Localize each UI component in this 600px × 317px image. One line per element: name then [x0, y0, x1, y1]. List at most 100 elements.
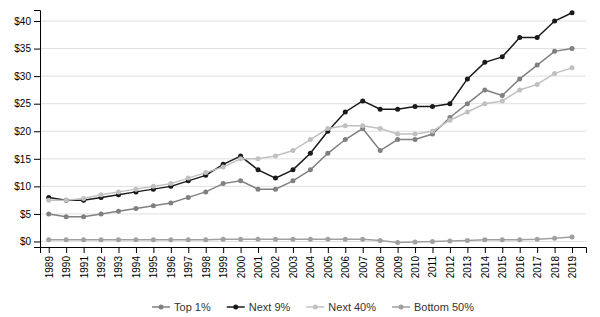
point	[81, 196, 86, 201]
tick: $20	[14, 126, 40, 137]
tick-label: $20	[14, 126, 31, 137]
tick-label: 2007	[358, 256, 369, 279]
point	[395, 107, 400, 112]
tick-mark	[34, 214, 40, 215]
tick: 2016	[515, 247, 526, 278]
tick: $40	[14, 16, 40, 27]
tick: 2003	[288, 247, 299, 278]
tick-label: 2010	[410, 256, 421, 279]
tick: $10	[14, 181, 40, 192]
point	[151, 203, 156, 208]
point	[99, 237, 104, 242]
series	[46, 65, 574, 202]
legend: Top 1%Next 9%Next 40%Bottom 50%	[152, 301, 474, 313]
point	[447, 118, 452, 123]
tick-mark	[293, 247, 294, 253]
tick: $30	[14, 71, 40, 82]
series	[46, 235, 574, 246]
point	[552, 19, 557, 24]
point	[308, 137, 313, 142]
point	[552, 236, 557, 241]
tick-mark	[537, 247, 538, 253]
tick-label: 2002	[270, 256, 281, 279]
tick-mark	[572, 247, 573, 253]
point	[273, 187, 278, 192]
point	[343, 109, 348, 114]
tick-mark	[34, 241, 40, 242]
point	[465, 109, 470, 114]
point	[413, 240, 418, 245]
tick-mark	[153, 247, 154, 253]
point	[203, 237, 208, 242]
point	[308, 167, 313, 172]
grid-line	[40, 158, 586, 159]
point	[273, 154, 278, 159]
tick-label: $0	[20, 236, 32, 247]
point	[46, 237, 51, 242]
point	[570, 46, 575, 51]
tick: 1995	[148, 247, 159, 278]
point	[221, 181, 226, 186]
line	[49, 68, 572, 200]
tick: 1999	[218, 247, 229, 278]
tick-mark	[398, 247, 399, 253]
tick: 2007	[358, 247, 369, 278]
tick-label: 1995	[148, 256, 159, 279]
tick-label: $35	[14, 43, 31, 54]
point	[535, 35, 540, 40]
tick-mark	[275, 247, 276, 253]
tick-label: 2008	[375, 256, 386, 279]
tick-mark	[171, 247, 172, 253]
tick-label: $25	[14, 98, 31, 109]
point	[308, 151, 313, 156]
point	[325, 151, 330, 156]
point	[482, 60, 487, 65]
point	[151, 184, 156, 189]
point	[360, 123, 365, 128]
tick-mark	[502, 247, 503, 253]
tick-label: 1996	[166, 256, 177, 279]
tick: 1989	[44, 247, 55, 278]
point	[465, 238, 470, 243]
tick: 1998	[201, 247, 212, 278]
point	[256, 156, 261, 161]
point	[64, 198, 69, 203]
point	[378, 107, 383, 112]
point	[116, 189, 121, 194]
tick-mark	[34, 49, 40, 50]
point	[378, 148, 383, 153]
tick: 2001	[253, 247, 264, 278]
tick-mark	[485, 247, 486, 253]
point	[273, 176, 278, 181]
point	[290, 167, 295, 172]
point	[116, 237, 121, 242]
tick-mark	[101, 247, 102, 253]
point	[343, 237, 348, 242]
tick: $15	[14, 154, 40, 165]
tick-mark	[34, 21, 40, 22]
point	[203, 189, 208, 194]
point	[570, 235, 575, 240]
tick: $35	[14, 43, 40, 54]
point	[186, 195, 191, 200]
tick-label: 2017	[532, 256, 543, 279]
point	[465, 101, 470, 106]
tick: 2006	[340, 247, 351, 278]
point	[221, 237, 226, 242]
point	[256, 187, 261, 192]
tick-label: $10	[14, 181, 31, 192]
point	[290, 178, 295, 183]
chart: $0$5$10$15$20$25$30$35$40198919901991199…	[0, 0, 600, 317]
tick: 1992	[96, 247, 107, 278]
tick-mark	[380, 247, 381, 253]
tick: 2012	[445, 247, 456, 278]
point	[413, 104, 418, 109]
point	[221, 165, 226, 170]
grid-line	[40, 131, 586, 132]
tick-label: $40	[14, 16, 31, 27]
tick-label: 2001	[253, 256, 264, 279]
point	[81, 237, 86, 242]
tick-label: 1990	[61, 256, 72, 279]
point	[430, 104, 435, 109]
point	[238, 156, 243, 161]
